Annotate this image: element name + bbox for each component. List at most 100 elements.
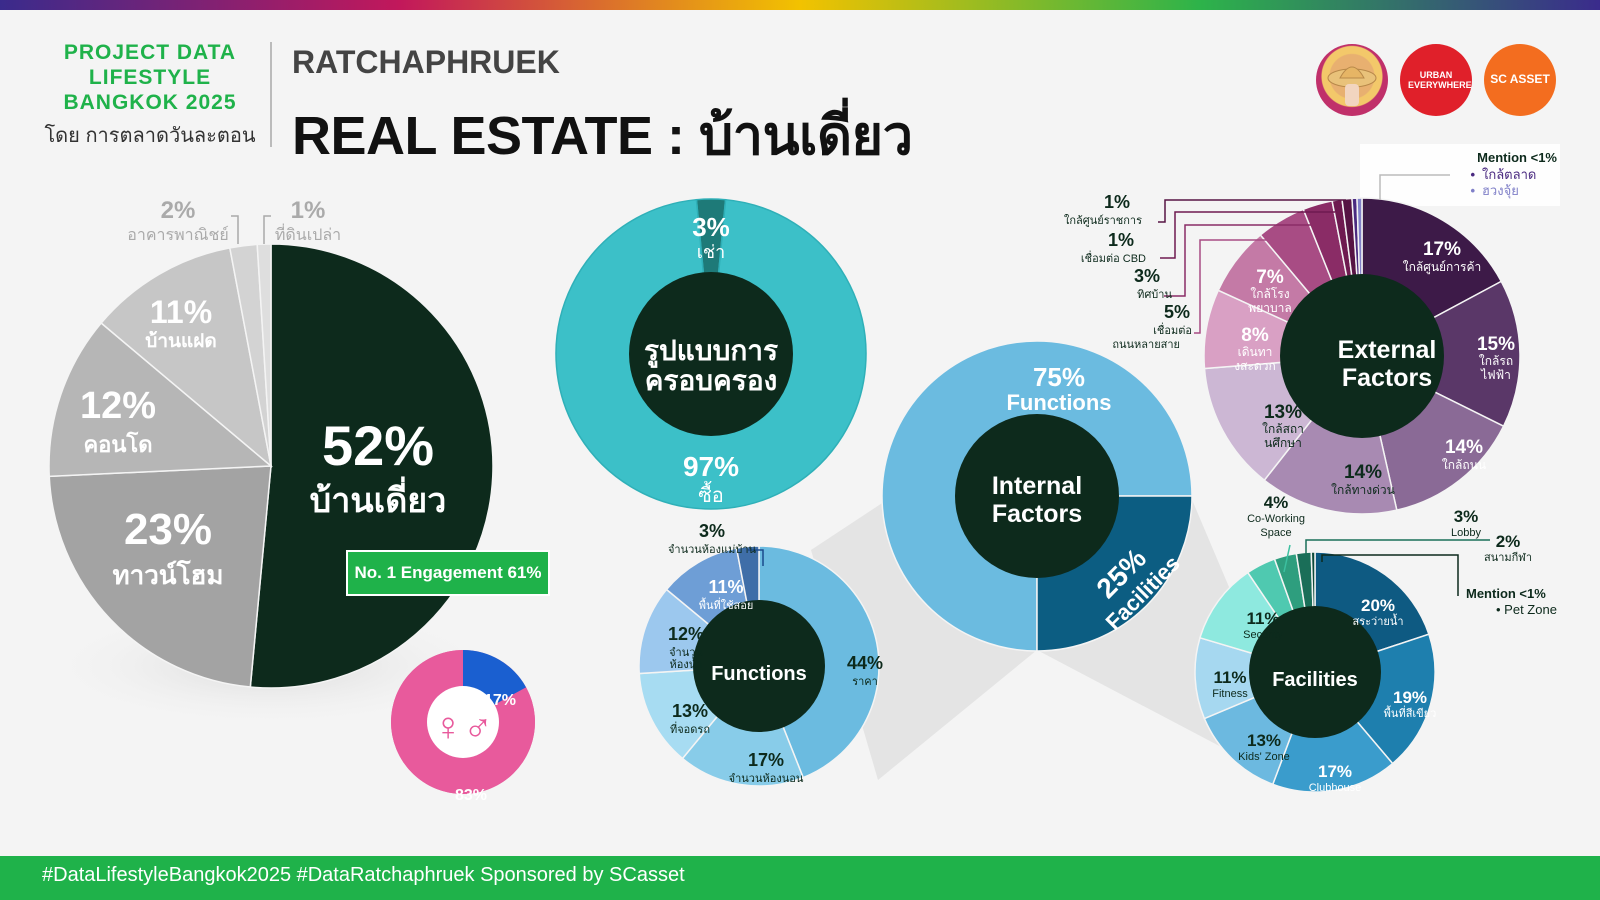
donut-value-label: 17%: [1423, 239, 1461, 260]
pie-slice: [48, 321, 273, 478]
donut-value-label: 5%: [1164, 302, 1190, 322]
footer-hashtags: #DataLifestyleBangkok2025 #DataRatchaphr…: [42, 864, 685, 886]
donut-category-label: เชื่อมต่อ: [1153, 322, 1192, 337]
donut-category-label: ถนนหลายสาย: [1112, 339, 1180, 351]
donut-value-label: 83%: [455, 787, 487, 804]
top-color-bar: [0, 0, 1600, 10]
pie-slice: [256, 243, 272, 467]
leader-line: [1379, 174, 1450, 200]
leader-line: [1283, 544, 1291, 573]
donut-center-title: รูปแบบการ: [644, 335, 778, 368]
leader-line: [1160, 211, 1335, 259]
mention-item: ใกล้ตลาด: [1482, 167, 1536, 182]
donut-category-label: ใกล้ศูนย์ราชการ: [1064, 214, 1142, 227]
donut-category-label: ห้องน้ำ: [670, 656, 703, 671]
donut-hole: [1249, 606, 1381, 738]
pie-slice: [100, 246, 273, 468]
footer-bar: [0, 856, 1600, 900]
donut-category-label: ใกล้สถา: [1262, 422, 1304, 436]
engagement-badge: No. 1 Engagement 61%: [346, 550, 550, 596]
gender-icon: ♀♂: [433, 705, 493, 749]
donut-value-label: 44%: [847, 653, 883, 673]
donut-value-label: 2%: [1496, 532, 1521, 551]
mention-bullet: •: [1470, 183, 1475, 198]
donut-category-label: พื้นที่สีเขียว: [1384, 705, 1437, 720]
donut-value-label: 14%: [1344, 462, 1382, 483]
pie-value-label: 1%: [291, 197, 326, 224]
donut-category-label: ใกล้ศูนย์การค้า: [1403, 260, 1482, 275]
urban-everywhere-logo: URBAN EVERYWHERE: [1400, 44, 1472, 116]
hat-icon: [1327, 66, 1377, 106]
donut-value-label: 14%: [1445, 437, 1483, 458]
pie-value-label: 52%: [322, 414, 434, 477]
sc-logo-text: SC ASSET: [1490, 72, 1550, 86]
donut-category-label: พื้นที่ใช้สอย: [699, 597, 754, 612]
urban-logo-text: URBAN EVERYWHERE: [1408, 70, 1472, 90]
lifestyle-logo: [1316, 44, 1388, 116]
donut-category-label: จำนวน: [669, 647, 703, 659]
leader-line: [1194, 239, 1305, 334]
pie-value-label: 23%: [124, 505, 212, 554]
donut-value-label: 13%: [1264, 402, 1302, 423]
leader-line: [1158, 199, 1346, 223]
brand-line-3: BANGKOK 2025: [63, 91, 237, 114]
donut-category-label: Kids' Zone: [1238, 751, 1290, 763]
donut-category-label: ใกล้รถ: [1479, 354, 1513, 368]
page-subtitle: RATCHAPHRUEK: [292, 44, 560, 80]
donut-category-label: สระว่ายน้ำ: [1352, 613, 1403, 628]
donut-value-label: 13%: [672, 701, 708, 721]
donut-category-label: สนามกีฬา: [1484, 551, 1532, 564]
donut-category-label: Functions: [1006, 390, 1111, 415]
donut-category-label: เช่า: [697, 242, 725, 262]
donut-hole: [1280, 274, 1444, 438]
donut-category-label: ใกล้ทางด่วน: [1331, 483, 1395, 497]
donut-value-label: 7%: [1256, 267, 1284, 288]
donut-category-label: งสะดวก: [1234, 359, 1275, 373]
leader-line: [1321, 554, 1459, 596]
pie-category-label: บ้านแฝด: [145, 330, 216, 352]
brand-line-2: LIFESTYLE: [88, 66, 212, 89]
donut-hole: [955, 414, 1119, 578]
donut-center-title: Internal: [992, 472, 1082, 500]
donut-category-label: จำนวนห้องนอน: [729, 773, 804, 785]
donut-hole: [629, 272, 793, 436]
donut-category-label: Co-Working: [1247, 513, 1305, 525]
donut-category-label: Space: [1260, 527, 1291, 539]
pie-category-label: คอนโด: [83, 431, 152, 457]
donut-category-label: ไฟฟ้า: [1480, 368, 1511, 382]
donut-hole: [693, 600, 825, 732]
donut-value-label: 4%: [1264, 493, 1289, 512]
donut-category-label: เชื่อมต่อ CBD: [1081, 250, 1146, 265]
donut-value-label: 3%: [1134, 266, 1160, 286]
donut-center-title: Functions: [711, 663, 807, 685]
donut-value-label: 17%: [484, 692, 516, 709]
pie-category-label: ที่ดินเปล่า: [275, 223, 341, 244]
pie-slice: [881, 340, 1193, 652]
pie-value-label: 11%: [150, 294, 212, 330]
donut-value-label: 15%: [1477, 334, 1515, 355]
donut-value-label: 1%: [1108, 230, 1134, 250]
donut-category-label: นศึกษา: [1264, 436, 1302, 450]
donut-center-title: External: [1338, 336, 1437, 364]
donut-category-label: Security: [1243, 629, 1283, 641]
donut-value-label: 20%: [1361, 596, 1395, 615]
donut-category-label: Lobby: [1451, 527, 1481, 539]
brand-line-1: PROJECT DATA: [63, 41, 237, 64]
donut-value-label: 75%: [1033, 362, 1085, 392]
donut-category-label: พยาบาล: [1248, 301, 1291, 315]
donut-center-title: Factors: [992, 500, 1082, 528]
header-divider: [270, 42, 272, 147]
donut-center-title: ครอบครอง: [645, 365, 778, 396]
donut-value-label: 17%: [748, 750, 784, 770]
leader-line: [748, 549, 764, 566]
pie-category-label: ทาวน์โฮม: [112, 559, 223, 590]
donut-value-label: 8%: [1241, 325, 1269, 346]
donut-category-label: Fitness: [1212, 688, 1248, 700]
donut-category-label: ใกล้ถนน: [1442, 458, 1486, 472]
leader-line: [1164, 224, 1322, 297]
donut-value-label: 3%: [699, 521, 725, 541]
pie-category-label: บ้านเดี่ยว: [310, 476, 447, 520]
pie-slice: [48, 465, 272, 688]
donut-category-label: ที่จอดรถ: [670, 721, 710, 736]
donut-value-label: 11%: [708, 577, 743, 597]
